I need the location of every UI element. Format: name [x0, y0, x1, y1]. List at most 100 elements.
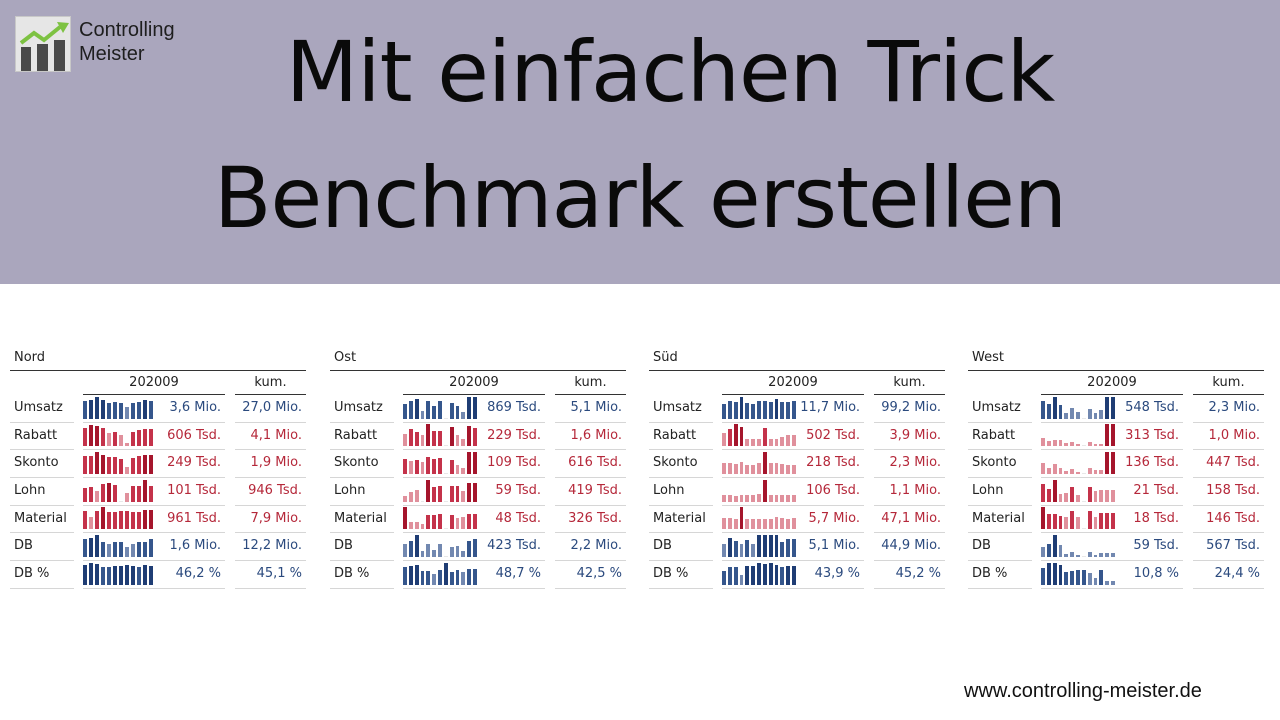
row-label: Skonto: [649, 450, 713, 479]
sparkline-bar: [1087, 552, 1092, 558]
sparkline-bar: [83, 487, 87, 502]
sparkline-bar: [432, 573, 437, 585]
sparkline-bar: [438, 431, 442, 447]
row-label: Umsatz: [10, 395, 74, 423]
sparkline-bar: [420, 524, 425, 530]
period-value: 46,2 %: [157, 561, 225, 589]
divider: [10, 370, 306, 371]
cumulative-value: 326 Tsd.: [555, 506, 626, 534]
sparkline-bar: [722, 433, 726, 447]
sparkline-bar: [449, 515, 454, 530]
sparkline-bar: [1111, 489, 1115, 502]
table-row: Material 5,7 Mio. 47,1 Mio.: [649, 506, 945, 534]
sparkline-bar: [774, 517, 779, 530]
sparkline-bar: [438, 544, 442, 558]
table-row: DB 1,6 Mio. 12,2 Mio.: [10, 533, 306, 562]
sparkline-bar: [1099, 489, 1104, 502]
cumulative-value: 42,5 %: [555, 561, 626, 589]
sparkline-bar: [414, 535, 419, 558]
sparkline-bar: [420, 500, 425, 502]
sparkline-bar: [768, 535, 773, 558]
period-value: 1,6 Mio.: [157, 533, 225, 562]
cumulative-value: 4,1 Mio.: [235, 423, 306, 451]
sparkline-bar: [149, 429, 153, 447]
sparkline-bar: [467, 452, 472, 475]
sparkline-bar: [143, 564, 147, 585]
table-row: Rabatt 313 Tsd. 1,0 Mio.: [968, 423, 1264, 451]
sparkline: [83, 561, 157, 589]
sparkline-bar: [414, 522, 419, 530]
row-label: Lohn: [649, 478, 713, 506]
sparkline-bar: [1064, 443, 1069, 447]
cumulative-value: 616 Tsd.: [555, 450, 626, 479]
table-row: Rabatt 229 Tsd. 1,6 Mio.: [330, 423, 626, 451]
sparkline-bar: [792, 400, 796, 419]
sparkline-bar: [1064, 492, 1069, 502]
sparkline-bar: [1041, 463, 1045, 475]
sparkline-bar: [420, 570, 425, 585]
sparkline-bar: [768, 463, 773, 475]
sparkline-bar: [727, 566, 732, 585]
sparkline-bar: [143, 429, 147, 447]
sparkline-bar: [403, 507, 407, 530]
sparkline-bar: [455, 435, 460, 447]
period-value: 869 Tsd.: [477, 395, 545, 423]
cumulative-value: 2,3 Mio.: [874, 450, 945, 479]
period-header: 202009: [722, 372, 864, 395]
sparkline: [722, 450, 796, 479]
period-value: 3,6 Mio.: [157, 395, 225, 423]
sparkline-bar: [751, 565, 756, 585]
period-value: 21 Tsd.: [1115, 478, 1183, 506]
divider: [330, 370, 626, 371]
sparkline-bar: [757, 519, 761, 530]
sparkline-bar: [1046, 514, 1051, 530]
sparkline-bar: [1093, 577, 1098, 585]
period-value: 961 Tsd.: [157, 506, 225, 534]
sparkline-bar: [95, 490, 99, 502]
sparkline-bar: [780, 518, 785, 530]
table-row: Umsatz 3,6 Mio. 27,0 Mio.: [10, 395, 306, 423]
sparkline-bar: [1076, 444, 1080, 447]
sparkline: [1041, 450, 1115, 479]
sparkline-bar: [408, 491, 413, 502]
sparkline-bar: [1081, 445, 1086, 447]
sparkline-bar: [438, 400, 442, 419]
sparkline-bar: [762, 563, 767, 585]
sparkline: [1041, 395, 1115, 423]
period-value: 5,1 Mio.: [796, 533, 864, 562]
sparkline-bar: [757, 562, 761, 585]
sparkline-bar: [137, 456, 141, 475]
sparkline-bar: [443, 445, 448, 447]
cumulative-value: 5,1 Mio.: [555, 395, 626, 423]
sparkline-bar: [414, 460, 419, 475]
sparkline-bar: [461, 490, 466, 502]
sparkline-bar: [768, 494, 773, 502]
sparkline-bar: [426, 570, 431, 585]
sparkline: [83, 506, 157, 534]
sparkline-bar: [131, 458, 135, 475]
sparkline-bar: [467, 514, 472, 530]
sparkline-bar: [443, 556, 448, 558]
row-label: Material: [968, 506, 1032, 534]
sparkline-bar: [438, 514, 442, 530]
sparkline-bar: [733, 495, 738, 502]
sparkline-bar: [1105, 580, 1110, 585]
sparkline-bar: [792, 494, 796, 502]
sparkline-bar: [1076, 569, 1080, 585]
cumulative-value: 47,1 Mio.: [874, 506, 945, 534]
sparkline-bar: [1105, 396, 1110, 419]
sparkline: [1041, 478, 1115, 506]
sparkline-bar: [107, 482, 111, 502]
sparkline-bar: [745, 540, 750, 558]
sparkline-bar: [403, 459, 407, 475]
table-row: Material 18 Tsd. 146 Tsd.: [968, 506, 1264, 534]
row-label: Material: [330, 506, 394, 534]
table-header: 202009 kum.: [10, 371, 306, 395]
sparkline-bar: [1111, 452, 1115, 475]
sparkline-bar: [119, 500, 123, 502]
sparkline-bar: [89, 399, 93, 419]
sparkline-bar: [786, 494, 791, 502]
sparkline-bar: [137, 542, 141, 558]
sparkline-bar: [733, 464, 738, 475]
sparkline-bar: [722, 463, 726, 475]
